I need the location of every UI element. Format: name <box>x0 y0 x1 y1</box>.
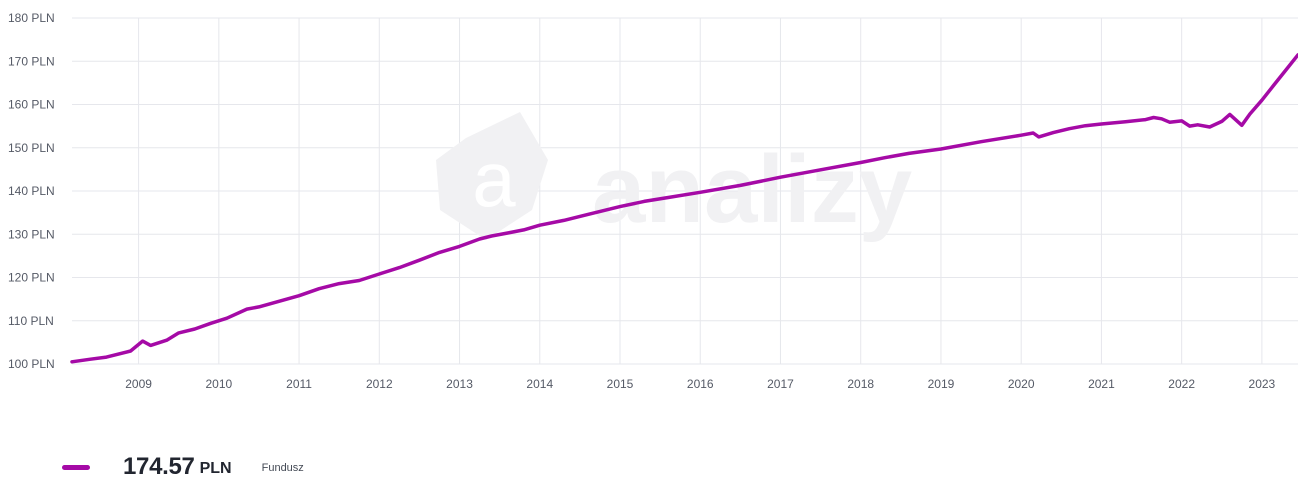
x-tick-label: 2022 <box>1168 377 1195 391</box>
watermark: a analizy <box>436 112 912 243</box>
x-tick-label: 2014 <box>526 377 553 391</box>
y-tick-label: 140 PLN <box>8 184 55 198</box>
series-line <box>70 53 1298 364</box>
x-tick-label: 2017 <box>767 377 794 391</box>
watermark-badge <box>436 112 548 240</box>
legend-series-name: Fundusz <box>261 462 304 474</box>
y-tick-label: 160 PLN <box>8 98 55 112</box>
series-layer <box>70 53 1298 364</box>
watermark-badge-letter: a <box>472 135 516 223</box>
x-axis: 2009 2010 2011 2012 2013 2014 2015 2016 2017 2018… <box>125 377 1275 391</box>
x-tick-label: 2016 <box>687 377 714 391</box>
watermark-text: analizy <box>592 136 912 243</box>
x-tick-label: 2020 <box>1008 377 1035 391</box>
y-tick-label: 120 PLN <box>8 271 55 285</box>
y-tick-label: 150 PLN <box>8 141 55 155</box>
y-tick-label: 110 PLN <box>8 314 54 328</box>
legend: 174.57 PLN Fundusz <box>62 450 304 484</box>
y-tick-label: 100 PLN <box>8 357 55 371</box>
legend-unit: PLN <box>199 460 232 477</box>
y-tick-label: 130 PLN <box>8 227 55 241</box>
legend-swatch <box>62 464 90 470</box>
x-tick-label: 2011 <box>286 377 312 391</box>
x-tick-label: 2010 <box>205 377 232 391</box>
x-tick-label: 2015 <box>607 377 634 391</box>
x-tick-label: 2019 <box>928 377 955 391</box>
chart: a analizy 100 PLN 110 PLN 120 PLN 130 PLN 14… <box>8 11 1298 391</box>
x-tick-label: 2018 <box>847 377 874 391</box>
x-tick-label: 2009 <box>125 377 152 391</box>
legend-value: 174.57 <box>123 453 195 480</box>
x-tick-label: 2021 <box>1088 377 1115 391</box>
y-tick-label: 170 PLN <box>8 54 55 68</box>
x-tick-label: 2013 <box>446 377 473 391</box>
x-tick-label: 2023 <box>1249 377 1276 391</box>
x-tick-label: 2012 <box>366 377 393 391</box>
y-tick-label: 180 PLN <box>8 11 55 25</box>
y-axis: 100 PLN 110 PLN 120 PLN 130 PLN 140 PLN 150 P… <box>8 11 55 371</box>
